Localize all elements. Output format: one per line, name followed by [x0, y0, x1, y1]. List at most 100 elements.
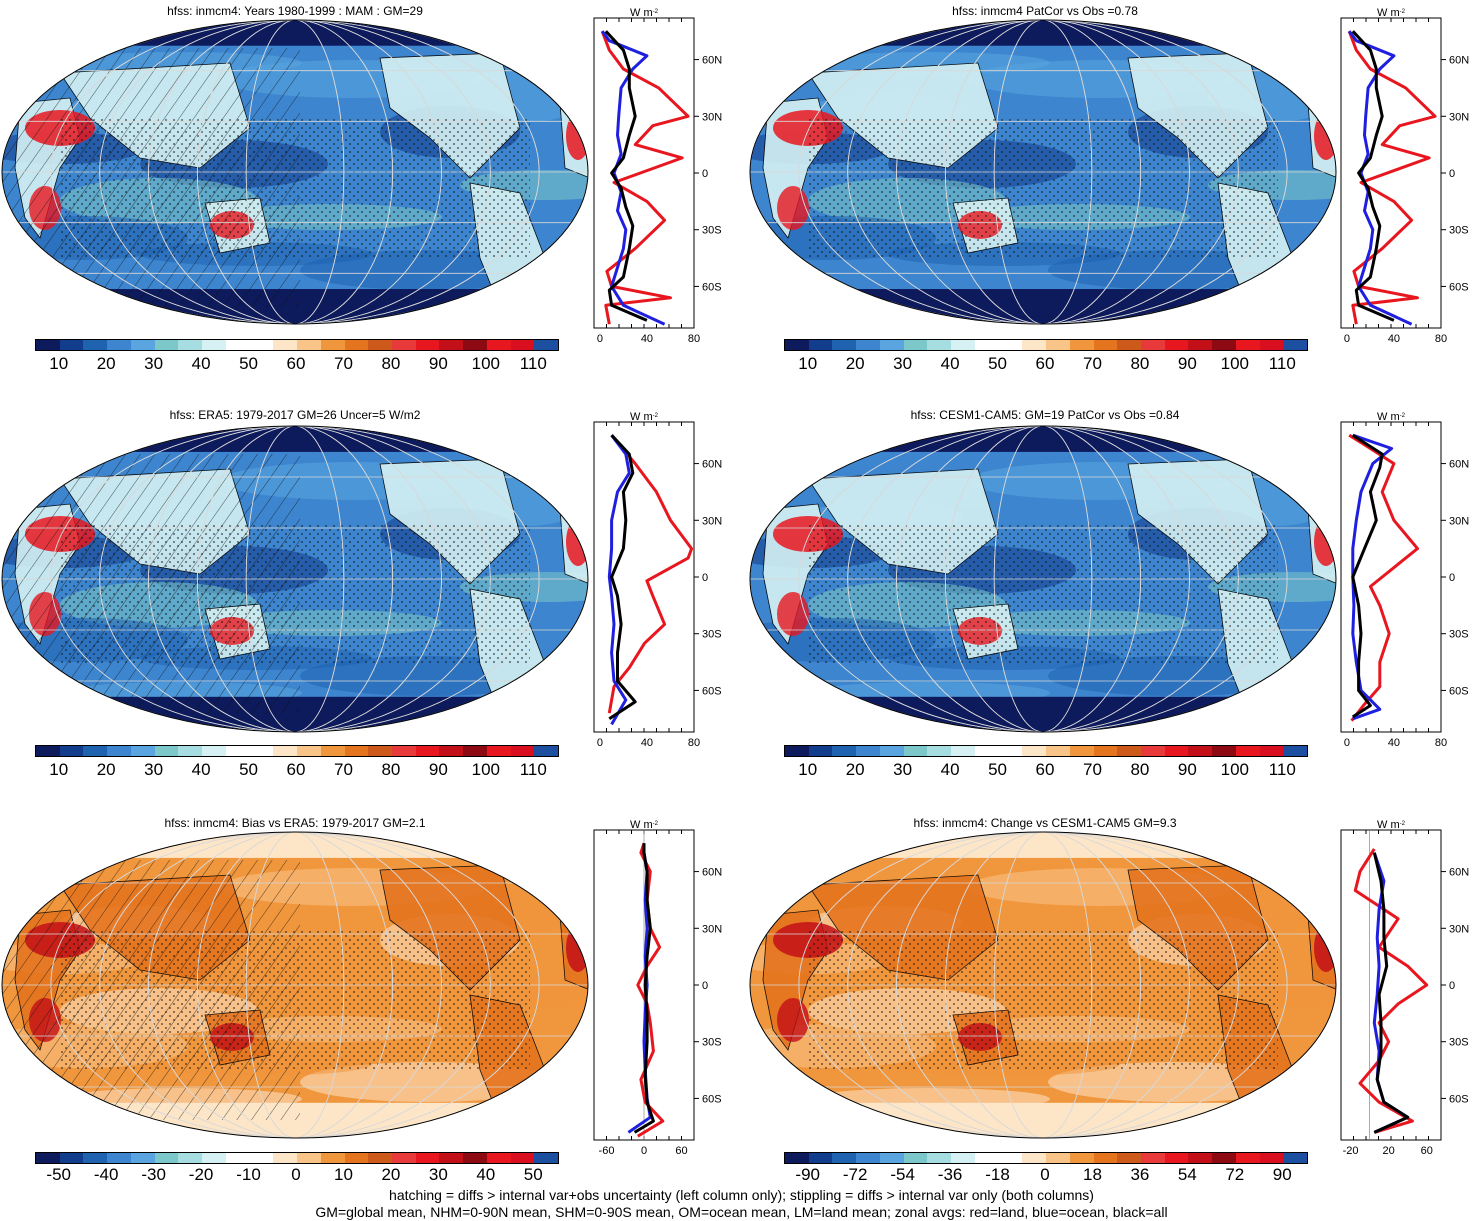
svg-text:60N: 60N	[1449, 459, 1469, 471]
svg-text:W m-2: W m-2	[1377, 7, 1406, 19]
zonal-line-land	[1348, 433, 1419, 722]
colorbar-tick-label: -18	[985, 1165, 1010, 1184]
map-panel-2	[749, 19, 1337, 325]
svg-text:0: 0	[702, 572, 708, 584]
colorbar-tick-label: 80	[1130, 760, 1150, 779]
svg-text:30N: 30N	[1449, 923, 1469, 935]
colorbar-tick-label: 70	[1082, 760, 1102, 779]
zonal-line-all	[1351, 433, 1384, 719]
colorbar-tick-label: 20	[845, 354, 865, 373]
zonal-profile-2: W m-2 60N 30N 0 30S 60S 0 40 80	[1340, 7, 1469, 345]
colorbar-tick-label: -36	[937, 1165, 963, 1184]
colorbar-tick-label: 110	[1268, 760, 1296, 779]
svg-text:W m-2: W m-2	[1377, 411, 1406, 423]
colorbar-tick-label: 40	[940, 760, 960, 779]
zonal-line-all	[633, 843, 655, 1134]
colorbar-tick-label: 90	[1177, 760, 1197, 779]
colorbar-tick-label: -54	[890, 1165, 915, 1184]
colorbar-tick-label: -30	[141, 1165, 166, 1184]
colorbar-tick-label: 100	[471, 760, 500, 779]
colorbar-tick-label: 50	[523, 1165, 543, 1184]
colorbar-tick-label: -40	[93, 1165, 119, 1184]
svg-text:30N: 30N	[1449, 515, 1469, 527]
colorbar-tick-label: 90	[428, 354, 448, 373]
colorbar-tick-label: 100	[1220, 760, 1249, 779]
zonal-profile-5: W m-2 60N 30N 0 30S 60S -60 0 60	[593, 819, 722, 1157]
panel-title-6: hfss: inmcm4: Change vs CESM1-CAM5 GM=9.…	[913, 816, 1177, 830]
colorbar-tick-label: 36	[1130, 1165, 1150, 1184]
zonal-profile-1: W m-2 60N 30N 0 30S 60S 0 40 80	[593, 7, 722, 345]
colorbar-tick-label: 30	[428, 1165, 448, 1184]
colorbar-tick-label: -10	[236, 1165, 261, 1184]
svg-text:30N: 30N	[702, 111, 722, 123]
svg-text:30N: 30N	[702, 923, 722, 935]
colorbar-tick-label: 20	[96, 760, 116, 779]
zonal-line-land	[636, 842, 665, 1138]
colorbar-tick-label: 60	[1035, 354, 1055, 373]
svg-text:60S: 60S	[1449, 281, 1469, 293]
colorbar-tick-label: 30	[893, 760, 913, 779]
colorbar-tick-label: 80	[381, 354, 401, 373]
svg-text:30S: 30S	[702, 1037, 722, 1049]
colorbar-tick-label: 40	[940, 354, 960, 373]
colorbar-6	[784, 1152, 1308, 1164]
colorbar-4	[784, 745, 1308, 757]
svg-text:60N: 60N	[702, 459, 722, 471]
svg-text:60S: 60S	[1449, 1093, 1469, 1105]
colorbar-tick-label: 54	[1177, 1165, 1197, 1184]
svg-text:30N: 30N	[702, 515, 722, 527]
svg-text:80: 80	[688, 737, 700, 749]
svg-text:40: 40	[1388, 333, 1400, 345]
colorbar-tick-label: 50	[239, 760, 258, 779]
map-panel-4	[749, 425, 1337, 733]
colorbar-tick-label: 40	[191, 760, 211, 779]
footer-note-hatching: hatching = diffs > internal var+obs unce…	[389, 1187, 1094, 1203]
svg-text:30S: 30S	[702, 629, 722, 641]
svg-text:0: 0	[1344, 737, 1350, 749]
colorbar-tick-label: 110	[519, 760, 547, 779]
map-panel-3	[1, 425, 589, 733]
svg-text:30S: 30S	[1449, 225, 1469, 237]
colorbar-tick-label: 60	[286, 760, 306, 779]
colorbar-tick-label: 110	[519, 354, 547, 373]
panel-title-3: hfss: ERA5: 1979-2017 GM=26 Uncer=5 W/m2	[169, 408, 421, 422]
map-panel-5	[1, 831, 589, 1139]
colorbar-tick-label: 72	[1225, 1165, 1245, 1184]
svg-text:30S: 30S	[1449, 629, 1469, 641]
svg-text:40: 40	[1388, 737, 1400, 749]
svg-text:30N: 30N	[1449, 111, 1469, 123]
svg-text:0: 0	[641, 1145, 647, 1157]
colorbar-tick-label: -20	[188, 1165, 214, 1184]
colorbar-tick-label: 20	[381, 1165, 401, 1184]
svg-text:60S: 60S	[702, 1093, 722, 1105]
svg-text:0: 0	[702, 168, 708, 180]
zonal-line-land	[607, 434, 694, 714]
colorbar-tick-label: 50	[988, 354, 1007, 373]
svg-text:W m-2: W m-2	[630, 411, 659, 423]
colorbar-tick-label: 80	[1130, 354, 1150, 373]
colorbar-tick-label: 10	[798, 354, 818, 373]
svg-text:W m-2: W m-2	[630, 819, 659, 831]
colorbar-tick-label: -90	[795, 1165, 821, 1184]
colorbar-2	[784, 339, 1308, 351]
colorbar-tick-label: 30	[144, 354, 164, 373]
colorbar-tick-label: 90	[428, 760, 448, 779]
svg-text:80: 80	[1435, 333, 1447, 345]
svg-text:60: 60	[1421, 1145, 1433, 1157]
colorbar-tick-label: -72	[842, 1165, 868, 1184]
zonal-line-land	[1347, 30, 1437, 325]
svg-text:60S: 60S	[1449, 685, 1469, 697]
panel-title-2: hfss: inmcm4 PatCor vs Obs =0.78	[952, 4, 1138, 18]
colorbar-tick-label: 10	[798, 760, 818, 779]
svg-text:80: 80	[1435, 737, 1447, 749]
colorbar-tick-label: 90	[1272, 1165, 1292, 1184]
svg-text:W m-2: W m-2	[1377, 819, 1406, 831]
zonal-line-all	[1372, 852, 1410, 1134]
zonal-line-ocean	[607, 434, 631, 726]
colorbar-tick-label: 100	[1220, 354, 1249, 373]
zonal-line-all	[1351, 30, 1395, 322]
zonal-line-ocean	[600, 30, 666, 326]
colorbar-tick-label: 10	[49, 354, 69, 373]
svg-text:60N: 60N	[1449, 867, 1469, 879]
zonal-profile-6: W m-2 60N 30N 0 30S 60S -20 20 60	[1340, 819, 1469, 1157]
